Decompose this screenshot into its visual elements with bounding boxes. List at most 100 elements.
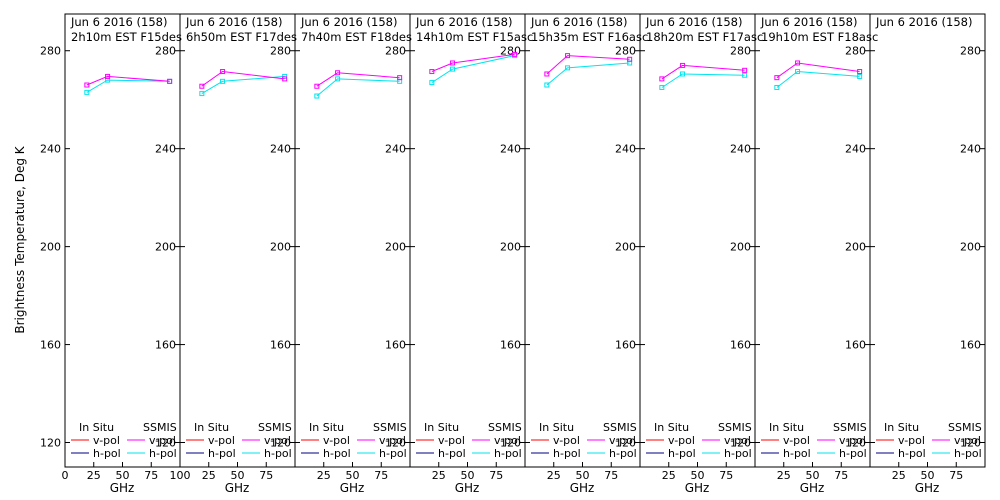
- y-tick-label: 200: [270, 241, 291, 254]
- x-axis-label: GHz: [800, 481, 825, 495]
- x-axis-label: GHz: [340, 481, 365, 495]
- legend-in-situ-v-label: v-pol: [783, 434, 810, 447]
- legend-ssmis-h-label: h-pol: [264, 447, 292, 460]
- x-tick-label: 25: [432, 469, 446, 482]
- ssmis-v-pol-point: [220, 69, 226, 75]
- ssmis-v-pol-point: [397, 75, 403, 81]
- x-axis-label: GHz: [110, 481, 135, 495]
- x-axis-label: GHz: [570, 481, 595, 495]
- ssmis-h-pol-point: [795, 69, 801, 75]
- ssmis-v-pol-line: [86, 75, 170, 86]
- legend-in-situ: In Situ: [79, 421, 114, 434]
- legend-ssmis-v-label: v-pol: [379, 434, 406, 447]
- ssmis-h-pol-point: [450, 66, 456, 72]
- panel-title-pass: 18h20m EST F17asc: [646, 30, 763, 44]
- y-tick-label: 120: [730, 437, 751, 450]
- legend-in-situ: In Situ: [424, 421, 459, 434]
- y-tick-label: 120: [155, 437, 176, 450]
- panel-title-date: Jun 6 2016 (158): [300, 15, 397, 29]
- y-tick-label: 160: [845, 339, 866, 352]
- legend-in-situ: In Situ: [194, 421, 229, 434]
- legend-ssmis-v-label: v-pol: [724, 434, 751, 447]
- ssmis-v-pol-point: [512, 51, 518, 57]
- y-tick-label: 280: [730, 45, 751, 58]
- ssmis-h-pol-line: [776, 70, 860, 88]
- ssmis-h-pol-point: [774, 84, 780, 90]
- ssmis-h-pol-point: [429, 80, 435, 86]
- y-tick-label: 200: [385, 241, 406, 254]
- x-tick-label: 0: [62, 469, 69, 482]
- y-tick-label: 200: [615, 241, 636, 254]
- ssmis-h-pol-point: [220, 78, 226, 84]
- panel-7: Jun 6 2016 (158)19h10m EST F18asc 120 160 2…: [754, 13, 878, 495]
- y-tick-label: 120: [615, 437, 636, 450]
- legend-in-situ-h-label: h-pol: [93, 447, 121, 460]
- ssmis-h-pol-point: [199, 91, 205, 97]
- panel-5: Jun 6 2016 (158)15h35m EST F16asc 120 160 2…: [524, 13, 648, 495]
- x-tick-label: 75: [604, 469, 618, 482]
- y-tick-label: 280: [960, 45, 981, 58]
- ssmis-v-pol-line: [661, 64, 745, 80]
- panel-title-pass: 15h35m EST F16asc: [531, 30, 648, 44]
- y-tick-label: 240: [845, 143, 866, 156]
- ssmis-h-pol-point: [857, 73, 863, 79]
- panel-title-pass: 19h10m EST F18asc: [761, 30, 878, 44]
- x-tick-label: 75: [834, 469, 848, 482]
- panel-title-date: Jun 6 2016 (158): [645, 15, 742, 29]
- legend-ssmis-v-label: v-pol: [839, 434, 866, 447]
- x-axis-label: GHz: [225, 481, 250, 495]
- ssmis-h-pol-point: [314, 93, 320, 99]
- panel-title-date: Jun 6 2016 (158): [760, 15, 857, 29]
- legend-ssmis-h-label: h-pol: [954, 447, 982, 460]
- panel-title-pass: 6h50m EST F17des: [186, 30, 297, 44]
- x-tick-label: 50: [921, 469, 935, 482]
- panel-2: Jun 6 2016 (158)6h50m EST F17des 120 160 20…: [179, 13, 297, 495]
- legend-in-situ-h-label: h-pol: [553, 447, 581, 460]
- legend-in-situ: In Situ: [884, 421, 919, 434]
- x-tick-label: 50: [346, 469, 360, 482]
- y-tick-label: 160: [500, 339, 521, 352]
- ssmis-v-pol-line: [316, 72, 400, 87]
- legend-ssmis-h-label: h-pol: [724, 447, 752, 460]
- legend-ssmis-h-label: h-pol: [379, 447, 407, 460]
- x-tick-label: 50: [576, 469, 590, 482]
- legend-in-situ: In Situ: [309, 421, 344, 434]
- ssmis-v-pol-point: [199, 83, 205, 89]
- y-tick-label: 240: [40, 143, 61, 156]
- y-tick-label: 160: [960, 339, 981, 352]
- panel-8: Jun 6 2016 (158) 120 160 200 240 280 25 50 75 GHz…: [869, 13, 986, 495]
- legend-in-situ-h-label: h-pol: [783, 447, 811, 460]
- legend-ssmis-h-label: h-pol: [149, 447, 177, 460]
- legend-ssmis-v-label: v-pol: [149, 434, 176, 447]
- x-tick-label: 75: [719, 469, 733, 482]
- y-tick-label: 240: [730, 143, 751, 156]
- y-tick-label: 280: [500, 45, 521, 58]
- x-tick-label: 25: [202, 469, 216, 482]
- y-tick-label: 240: [615, 143, 636, 156]
- y-tick-label: 280: [40, 45, 61, 58]
- y-tick-label: 280: [155, 45, 176, 58]
- ssmis-v-pol-line: [431, 53, 515, 72]
- ssmis-h-pol-point: [565, 65, 571, 71]
- legend-ssmis: SSMIS: [258, 421, 292, 434]
- legend-ssmis-v-label: v-pol: [494, 434, 521, 447]
- y-tick-label: 120: [270, 437, 291, 450]
- legend-in-situ-h-label: h-pol: [323, 447, 351, 460]
- chart-panels: Jun 6 2016 (158)2h10m EST F15des12016020…: [40, 13, 986, 495]
- panel-title-date: Jun 6 2016 (158): [70, 15, 167, 29]
- ssmis-h-pol-line: [546, 62, 630, 86]
- legend-ssmis-h-label: h-pol: [839, 447, 867, 460]
- ssmis-h-pol-point: [544, 82, 550, 88]
- x-axis-label: GHz: [915, 481, 940, 495]
- legend-ssmis-v-label: v-pol: [264, 434, 291, 447]
- y-tick-label: 240: [960, 143, 981, 156]
- ssmis-v-pol-point: [742, 67, 748, 73]
- ssmis-v-pol-point: [105, 73, 111, 79]
- y-tick-label: 240: [270, 143, 291, 156]
- y-tick-label: 200: [845, 241, 866, 254]
- y-tick-label: 160: [730, 339, 751, 352]
- legend-ssmis: SSMIS: [373, 421, 407, 434]
- ssmis-v-pol-point: [314, 83, 320, 89]
- y-tick-label: 280: [615, 45, 636, 58]
